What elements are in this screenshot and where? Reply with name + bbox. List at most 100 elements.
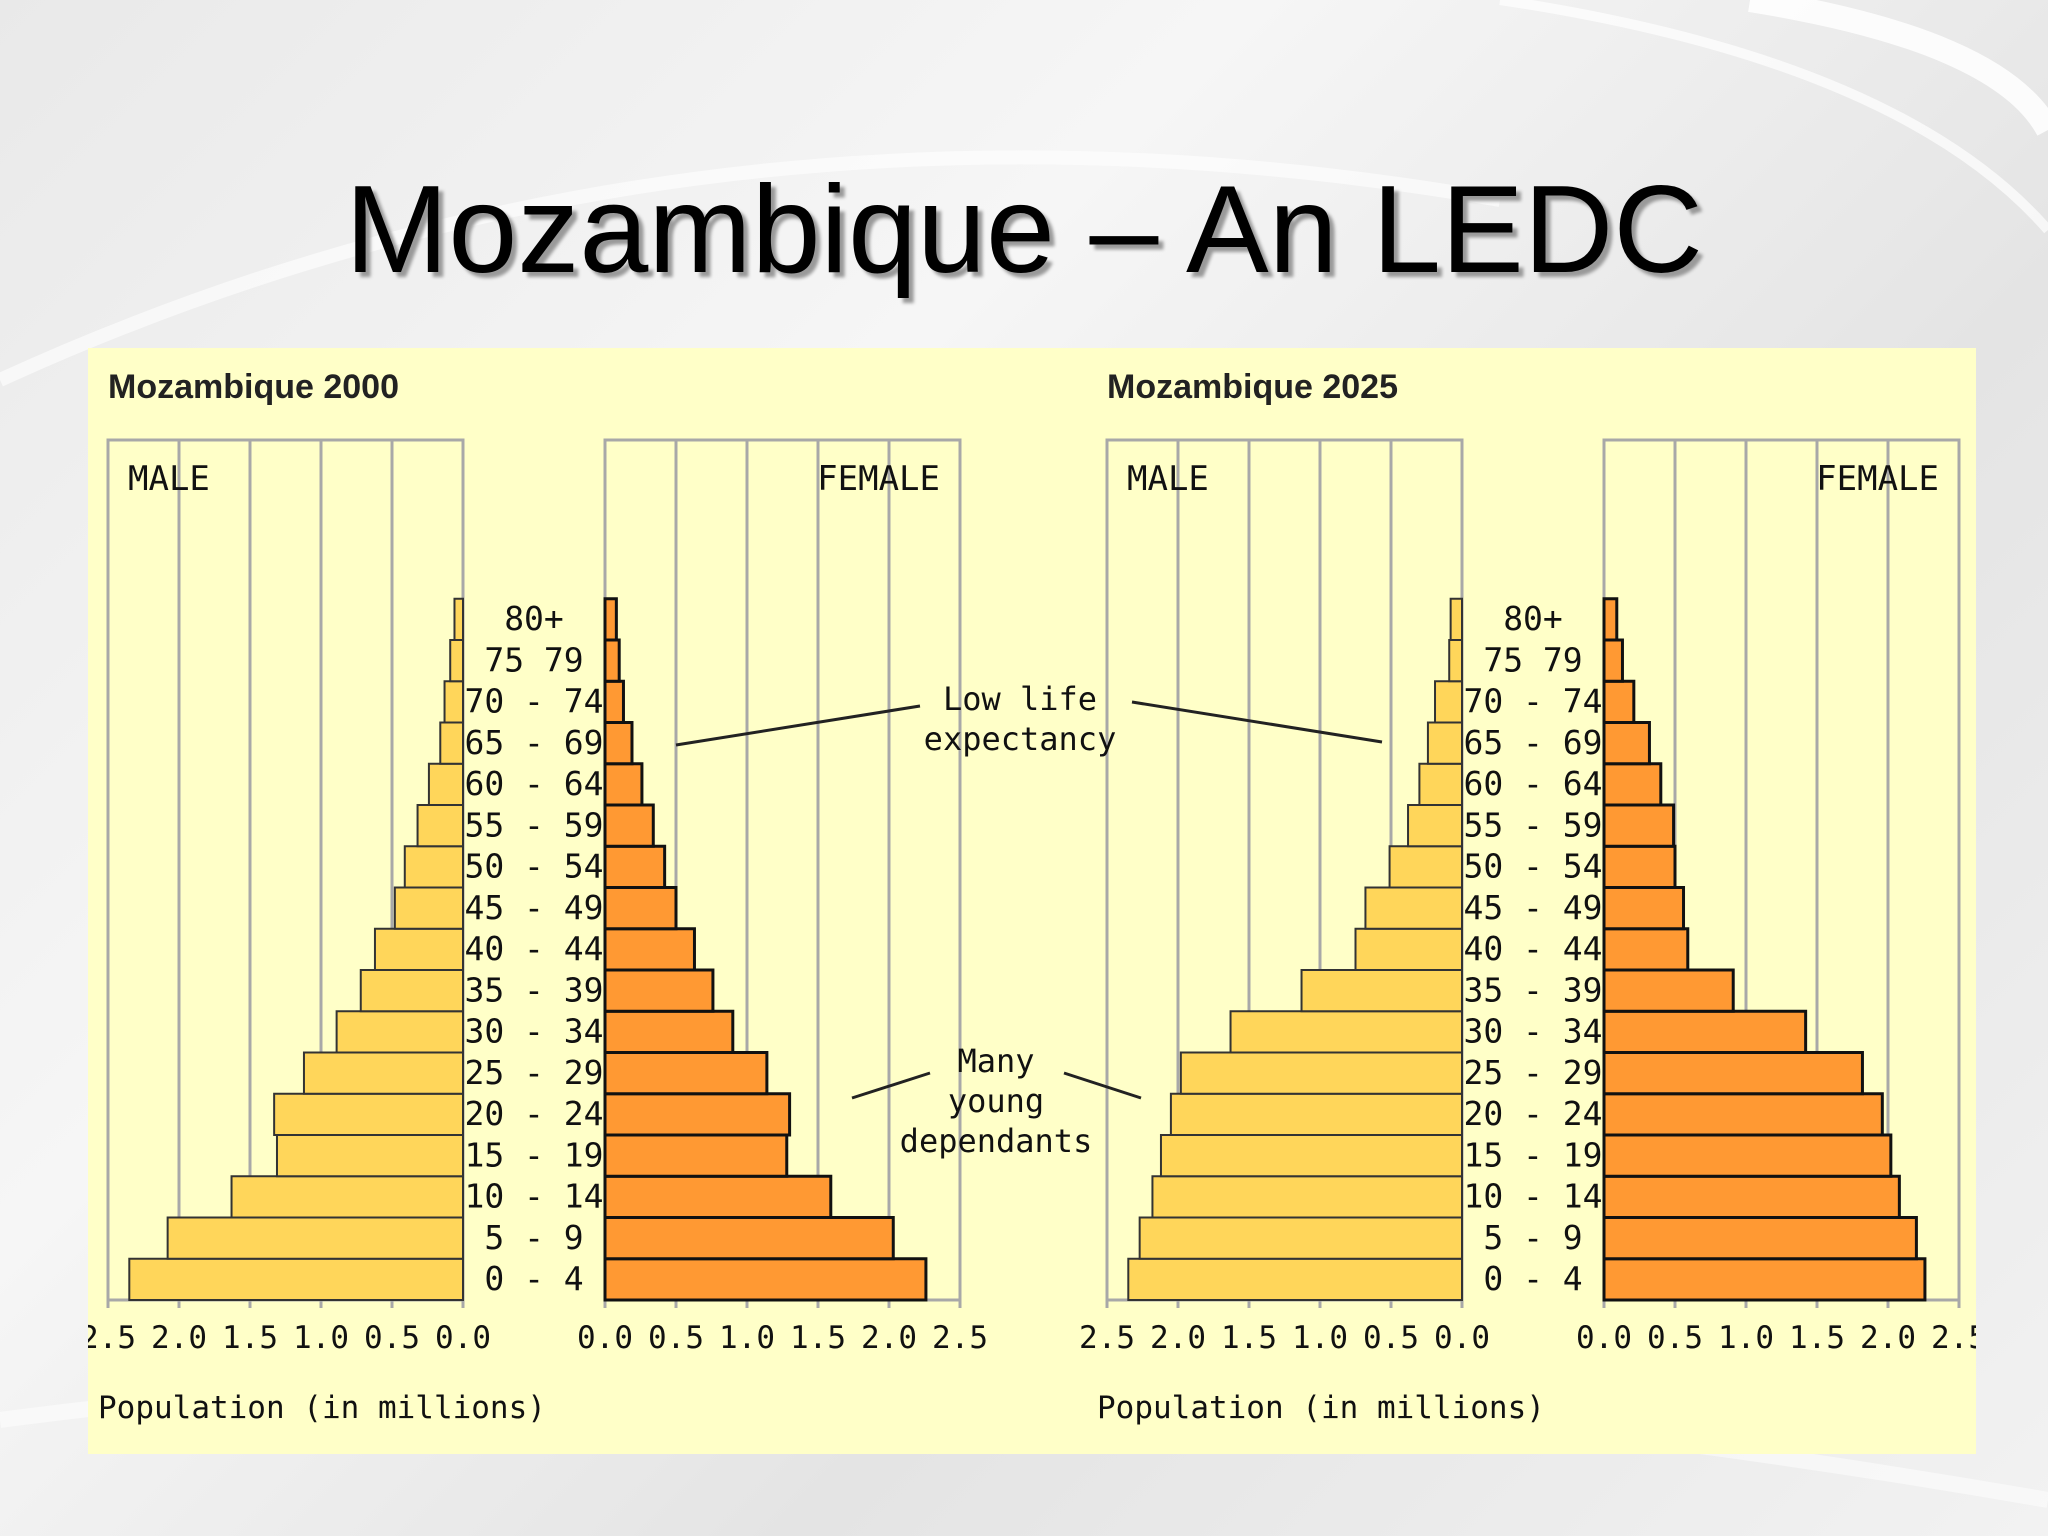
female-bar <box>1602 927 1690 972</box>
annotation-pointer <box>1131 700 1383 744</box>
female-bar <box>1602 844 1677 889</box>
x-tick-label: 2.0 <box>1150 1320 1206 1356</box>
age-group-label: 70 - 74 <box>1463 682 1602 721</box>
x-tick-label: 2.5 <box>1079 1320 1135 1356</box>
age-group-label: 55 - 59 <box>1463 805 1602 844</box>
male-bar <box>449 639 465 683</box>
age-group-label: 15 - 19 <box>1463 1135 1602 1174</box>
male-bar <box>1179 1051 1463 1095</box>
age-group-label: 60 - 64 <box>1463 764 1602 803</box>
annotation-pointer <box>1063 1071 1142 1100</box>
x-tick-label: 0.5 <box>648 1320 704 1356</box>
age-group-label: 20 - 24 <box>464 1094 603 1133</box>
male-bar <box>403 845 464 889</box>
age-group-label: 0 - 4 <box>484 1259 583 1298</box>
female-bar <box>603 927 696 972</box>
age-group-label: 50 - 54 <box>464 847 603 886</box>
x-tick-label: 2.5 <box>88 1320 136 1356</box>
female-bar <box>603 762 644 807</box>
age-group-label: 50 - 54 <box>1463 847 1602 886</box>
age-group-label: 30 - 34 <box>464 1012 603 1051</box>
annotation-pointer <box>851 1071 931 1100</box>
male-bar <box>453 597 465 641</box>
female-bar <box>603 886 678 931</box>
x-tick-label: 0.0 <box>435 1320 491 1356</box>
female-label: FEMALE <box>817 459 940 499</box>
x-tick-label: 2.0 <box>1860 1320 1916 1356</box>
male-bar <box>416 804 464 848</box>
x-tick-label: 0.0 <box>577 1320 633 1356</box>
x-tick-label: 2.0 <box>861 1320 917 1356</box>
age-group-label: 0 - 4 <box>1483 1259 1582 1298</box>
male-bar <box>1449 597 1464 641</box>
male-bar <box>373 927 464 971</box>
female-bar <box>1602 762 1663 807</box>
x-tick-label: 1.0 <box>1292 1320 1348 1356</box>
slide-title: Mozambique – An LEDC <box>345 161 1703 299</box>
male-label: MALE <box>1127 459 1209 499</box>
age-group-label: 40 - 44 <box>464 929 603 968</box>
age-group-label: 45 - 49 <box>1463 888 1602 927</box>
female-bar <box>1602 968 1735 1013</box>
male-bar <box>166 1216 464 1260</box>
x-tick-label: 1.5 <box>1221 1320 1277 1356</box>
x-axis-label: Population (in millions) <box>1097 1390 1545 1426</box>
age-group-label: 80+ <box>1503 599 1563 638</box>
age-group-label: 65 - 69 <box>464 723 603 762</box>
age-group-label: 55 - 59 <box>464 805 603 844</box>
annotation-pointer <box>675 704 921 747</box>
age-group-label: 80+ <box>504 599 564 638</box>
male-bar <box>359 969 465 1013</box>
age-group-label: 35 - 39 <box>464 970 603 1009</box>
female-label: FEMALE <box>1816 459 1939 499</box>
male-bar <box>1151 1175 1463 1219</box>
male-bar <box>1426 721 1464 765</box>
male-bar <box>1300 969 1464 1013</box>
annotation-low-life-line2: expectancy <box>924 720 1117 758</box>
female-bar <box>603 1133 789 1178</box>
age-group-label: 70 - 74 <box>464 682 603 721</box>
female-bar <box>603 1051 769 1096</box>
male-bar <box>335 1010 464 1054</box>
age-group-label: 35 - 39 <box>1463 970 1602 1009</box>
x-tick-label: 0.0 <box>1576 1320 1632 1356</box>
age-group-label: 10 - 14 <box>464 1177 603 1216</box>
male-bar <box>1127 1257 1464 1301</box>
chart-title: Mozambique 2025 <box>1107 368 1398 406</box>
x-tick-label: 0.5 <box>364 1320 420 1356</box>
female-bar <box>603 803 655 848</box>
female-bar <box>1602 886 1686 931</box>
female-bar <box>1602 1174 1901 1219</box>
age-group-label: 25 - 29 <box>464 1053 603 1092</box>
female-bar <box>1602 638 1624 683</box>
male-bar <box>1354 927 1463 971</box>
annotation-young-line1: Many <box>957 1042 1034 1080</box>
male-bar <box>128 1257 465 1301</box>
male-bar <box>393 886 464 930</box>
male-bar <box>302 1051 464 1095</box>
annotation-low-life-line1: Low life <box>943 680 1097 718</box>
female-bar <box>1602 1009 1808 1054</box>
chart-title: Mozambique 2000 <box>108 368 399 406</box>
male-bar <box>275 1134 464 1178</box>
age-group-label: 60 - 64 <box>464 764 603 803</box>
female-bar <box>603 638 621 683</box>
male-bar <box>443 680 465 724</box>
male-bar <box>1434 680 1464 724</box>
female-bar <box>603 679 625 724</box>
x-tick-label: 0.5 <box>1363 1320 1419 1356</box>
male-bar <box>1448 639 1463 683</box>
x-tick-label: 1.0 <box>719 1320 775 1356</box>
female-bar <box>603 1009 735 1054</box>
male-bar <box>1169 1092 1464 1136</box>
x-tick-label: 1.5 <box>222 1320 278 1356</box>
female-bar <box>603 1092 792 1137</box>
male-bar <box>1418 762 1464 806</box>
male-bar <box>1159 1134 1463 1178</box>
female-bar <box>603 1174 833 1219</box>
age-group-label: 15 - 19 <box>464 1135 603 1174</box>
age-group-label: 20 - 24 <box>1463 1094 1602 1133</box>
male-bar <box>1229 1010 1464 1054</box>
male-bar <box>230 1175 464 1219</box>
